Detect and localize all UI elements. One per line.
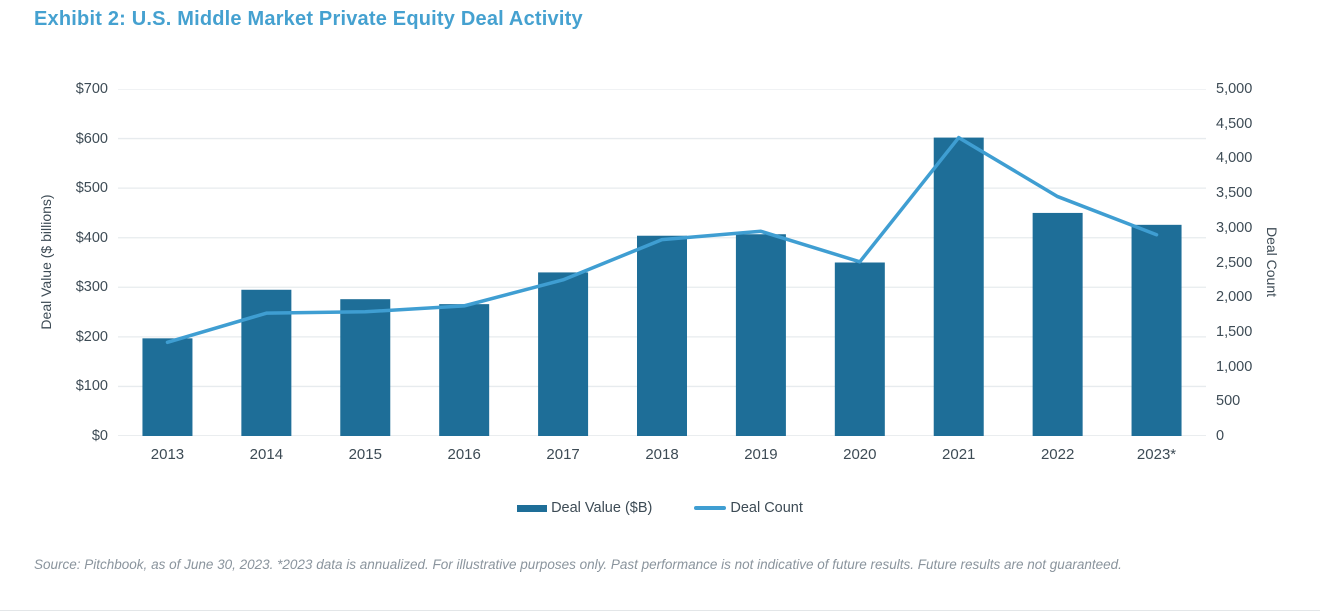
deal-value-bar-2015 [340, 299, 391, 436]
right-tick-label: 1,500 [1216, 323, 1253, 340]
right-tick-label: 3,500 [1216, 185, 1253, 202]
legend-label-deal-count: Deal Count [730, 500, 803, 516]
left-tick-label: $0 [91, 428, 108, 444]
x-axis-label-2022: 2022 [1040, 446, 1075, 463]
x-axis-label-2014: 2014 [249, 446, 284, 463]
deal-value-bar-2023* [1131, 224, 1182, 436]
left-tick-label: $400 [75, 229, 108, 246]
chart-legend: Deal Value ($B) Deal Count [0, 500, 1320, 516]
left-axis-title: Deal Value ($ billions) [38, 194, 54, 330]
deal-value-bar-2018 [637, 235, 687, 436]
deal-value-bar-2019 [735, 234, 786, 436]
right-tick-label: 1,000 [1216, 358, 1253, 375]
deal-count-line [165, 135, 1159, 345]
right-tick-label: 0 [1216, 428, 1225, 444]
source-note: Source: Pitchbook, as of June 30, 2023. … [34, 557, 1122, 572]
x-axis-label-2018: 2018 [645, 446, 679, 463]
x-axis-label-2019: 2019 [744, 446, 778, 463]
x-axis-label-2020: 2020 [843, 446, 877, 463]
deal-value-bar-2022 [1032, 212, 1083, 436]
combo-chart [118, 89, 1206, 436]
x-axis-label-2015: 2015 [348, 446, 382, 463]
right-axis-title: Deal Count [1264, 226, 1280, 298]
deal-value-swatch-icon [517, 504, 548, 512]
x-axis-label-2021: 2021 [942, 446, 976, 463]
right-tick-label: 4,500 [1216, 115, 1253, 132]
right-tick-label: 500 [1216, 393, 1241, 410]
left-tick-label: $500 [75, 180, 108, 197]
deal-count-swatch-icon [694, 506, 727, 510]
deal-value-bar-2013 [142, 338, 193, 436]
left-tick-label: $300 [75, 279, 108, 296]
deal-value-bar-2017 [538, 272, 589, 436]
right-tick-label: 2,000 [1216, 289, 1253, 306]
page-title: Exhibit 2: U.S. Middle Market Private Eq… [34, 8, 583, 30]
x-axis-label-2023: 2023* [1136, 446, 1177, 463]
right-tick-label: 4,000 [1216, 150, 1253, 167]
right-tick-label: 3,000 [1216, 219, 1253, 236]
left-tick-label: $100 [75, 378, 108, 395]
x-axis-label-2013: 2013 [150, 446, 185, 463]
right-tick-label: 2,500 [1216, 254, 1253, 271]
left-tick-label: $200 [75, 328, 108, 345]
legend-label-deal-value: Deal Value ($B) [551, 500, 653, 516]
deal-value-bar-2021 [933, 137, 984, 436]
legend-item-deal-value: Deal Value ($B) [517, 500, 652, 516]
left-tick-label: $700 [75, 81, 108, 97]
plot-area [118, 89, 1206, 436]
legend-item-deal-count: Deal Count [694, 500, 803, 516]
x-axis-label-2016: 2016 [447, 446, 481, 463]
right-tick-label: 5,000 [1216, 81, 1253, 97]
left-tick-label: $600 [75, 130, 108, 147]
deal-value-bar-2020 [834, 262, 885, 436]
x-axis-label-2017: 2017 [546, 446, 580, 463]
deal-value-bar-2016 [439, 304, 490, 436]
